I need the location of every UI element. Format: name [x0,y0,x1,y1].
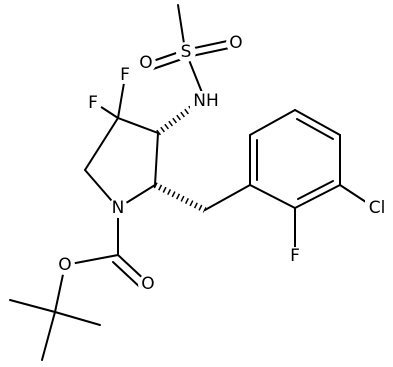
atom-label: Cl [369,198,386,218]
atom-label: O [229,33,242,53]
atom-label: O [139,53,152,73]
atom-label: F [88,93,98,113]
atom-label: NH [193,91,219,111]
atom-label: O [141,274,154,294]
atom-labels: O S O NH F F N Cl F O O [55,33,391,294]
atom-label: N [112,198,125,218]
atom-label: F [120,65,130,85]
atom-label: S [181,42,192,62]
atom-label: O [58,255,71,275]
atom-label: F [290,246,300,266]
